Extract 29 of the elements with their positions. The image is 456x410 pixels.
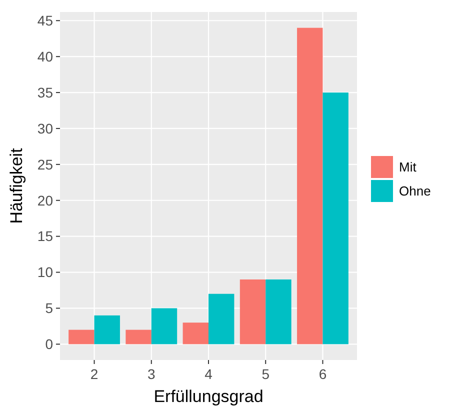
x-tick-label: 6 [318, 366, 327, 382]
y-tick-label: 35 [37, 84, 54, 100]
bar [297, 28, 323, 344]
legend-label: Mit [399, 160, 417, 175]
y-tick-label: 30 [37, 120, 54, 136]
y-tick-label: 15 [37, 228, 54, 244]
x-tick-label: 3 [147, 366, 156, 382]
y-tick-label: 5 [45, 300, 54, 316]
y-axis-title: Häufigkeit [7, 148, 26, 224]
bar [266, 279, 292, 344]
bar [126, 330, 152, 344]
bar [68, 330, 94, 344]
x-tick-label: 2 [90, 366, 98, 382]
bar [240, 279, 266, 344]
bar [94, 315, 120, 344]
bar [182, 322, 208, 344]
bar [322, 92, 348, 344]
y-tick-label: 0 [45, 336, 54, 352]
y-tick-label: 10 [37, 264, 54, 280]
y-tick-label: 40 [37, 48, 54, 64]
y-tick-label: 20 [37, 192, 54, 208]
legend-label: Ohne [399, 184, 431, 199]
y-tick-label: 25 [37, 156, 54, 172]
x-tick-label: 5 [262, 366, 270, 382]
x-axis-title: Erfüllungsgrad [154, 387, 264, 406]
y-tick-label: 45 [37, 12, 54, 29]
x-tick-label: 4 [204, 366, 213, 382]
bar [151, 308, 178, 344]
bar [208, 294, 234, 344]
